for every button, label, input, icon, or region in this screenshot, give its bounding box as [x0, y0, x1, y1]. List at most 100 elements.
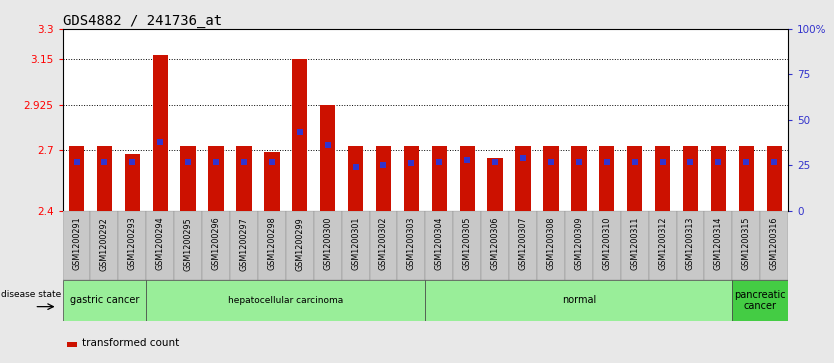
Point — [767, 159, 781, 164]
Bar — [766, 146, 781, 211]
Point — [600, 159, 614, 164]
Bar — [460, 146, 475, 211]
FancyBboxPatch shape — [286, 211, 314, 280]
FancyBboxPatch shape — [398, 211, 425, 280]
FancyBboxPatch shape — [565, 211, 593, 280]
Text: pancreatic
cancer: pancreatic cancer — [735, 290, 786, 311]
Text: GSM1200301: GSM1200301 — [351, 217, 360, 270]
FancyBboxPatch shape — [761, 211, 788, 280]
Bar — [376, 146, 391, 211]
Point — [572, 159, 585, 164]
Bar — [571, 146, 586, 211]
Point — [265, 159, 279, 164]
Bar — [432, 146, 447, 211]
Point — [293, 130, 306, 135]
Point — [545, 159, 558, 164]
Text: GSM1200292: GSM1200292 — [100, 217, 109, 270]
FancyBboxPatch shape — [649, 211, 676, 280]
Text: GSM1200313: GSM1200313 — [686, 217, 695, 270]
FancyBboxPatch shape — [425, 280, 732, 321]
FancyBboxPatch shape — [369, 211, 398, 280]
FancyBboxPatch shape — [118, 211, 146, 280]
Text: gastric cancer: gastric cancer — [70, 295, 139, 305]
Bar — [655, 146, 671, 211]
Text: GSM1200312: GSM1200312 — [658, 217, 667, 270]
Point — [404, 160, 418, 166]
Point — [182, 159, 195, 164]
FancyBboxPatch shape — [174, 211, 202, 280]
Text: GSM1200314: GSM1200314 — [714, 217, 723, 270]
Text: disease state: disease state — [1, 290, 62, 299]
Text: GSM1200294: GSM1200294 — [156, 217, 165, 270]
Text: GSM1200305: GSM1200305 — [463, 217, 472, 270]
Text: GSM1200296: GSM1200296 — [212, 217, 220, 270]
Bar — [264, 152, 279, 211]
Point — [711, 159, 725, 164]
Text: GSM1200308: GSM1200308 — [546, 217, 555, 270]
Bar — [683, 146, 698, 211]
Text: GSM1200309: GSM1200309 — [575, 217, 583, 270]
Text: GSM1200293: GSM1200293 — [128, 217, 137, 270]
FancyBboxPatch shape — [146, 211, 174, 280]
Text: GSM1200300: GSM1200300 — [323, 217, 332, 270]
Point — [489, 159, 502, 164]
Point — [656, 159, 669, 164]
FancyBboxPatch shape — [453, 211, 481, 280]
Point — [153, 139, 167, 144]
Text: transformed count: transformed count — [82, 338, 179, 348]
Text: GSM1200303: GSM1200303 — [407, 217, 416, 270]
Bar — [180, 146, 196, 211]
Bar — [599, 146, 615, 211]
Bar — [67, 342, 78, 347]
Bar — [348, 146, 364, 211]
Text: GSM1200306: GSM1200306 — [490, 217, 500, 270]
Point — [740, 159, 753, 164]
FancyBboxPatch shape — [202, 211, 230, 280]
Text: GSM1200311: GSM1200311 — [631, 217, 639, 270]
Point — [628, 159, 641, 164]
Bar — [515, 146, 530, 211]
Bar — [153, 55, 168, 211]
Point — [516, 155, 530, 161]
Text: GSM1200295: GSM1200295 — [183, 217, 193, 270]
Bar — [124, 154, 140, 211]
Point — [684, 159, 697, 164]
Bar — [320, 105, 335, 211]
Point — [209, 159, 223, 164]
FancyBboxPatch shape — [258, 211, 286, 280]
Point — [70, 159, 83, 164]
FancyBboxPatch shape — [146, 280, 425, 321]
Text: normal: normal — [562, 295, 596, 305]
FancyBboxPatch shape — [425, 211, 453, 280]
Text: GSM1200298: GSM1200298 — [268, 217, 276, 270]
Text: GSM1200307: GSM1200307 — [519, 217, 528, 270]
Bar — [69, 146, 84, 211]
Bar — [236, 146, 252, 211]
Text: GDS4882 / 241736_at: GDS4882 / 241736_at — [63, 14, 222, 28]
Point — [460, 157, 474, 163]
Bar — [97, 146, 112, 211]
Bar — [711, 146, 726, 211]
Point — [433, 159, 446, 164]
Bar — [208, 146, 224, 211]
Text: GSM1200304: GSM1200304 — [435, 217, 444, 270]
FancyBboxPatch shape — [620, 211, 649, 280]
FancyBboxPatch shape — [593, 211, 620, 280]
FancyBboxPatch shape — [342, 211, 369, 280]
Text: GSM1200310: GSM1200310 — [602, 217, 611, 270]
Point — [377, 162, 390, 168]
Point — [98, 159, 111, 164]
Bar — [487, 158, 503, 211]
FancyBboxPatch shape — [90, 211, 118, 280]
Text: GSM1200297: GSM1200297 — [239, 217, 249, 270]
Text: GSM1200316: GSM1200316 — [770, 217, 779, 270]
Point — [126, 159, 139, 164]
Text: GSM1200291: GSM1200291 — [72, 217, 81, 270]
Bar — [543, 146, 559, 211]
Bar — [627, 146, 642, 211]
Point — [237, 159, 250, 164]
FancyBboxPatch shape — [509, 211, 537, 280]
Point — [349, 164, 362, 170]
FancyBboxPatch shape — [705, 211, 732, 280]
Text: hepatocellular carcinoma: hepatocellular carcinoma — [229, 296, 344, 305]
